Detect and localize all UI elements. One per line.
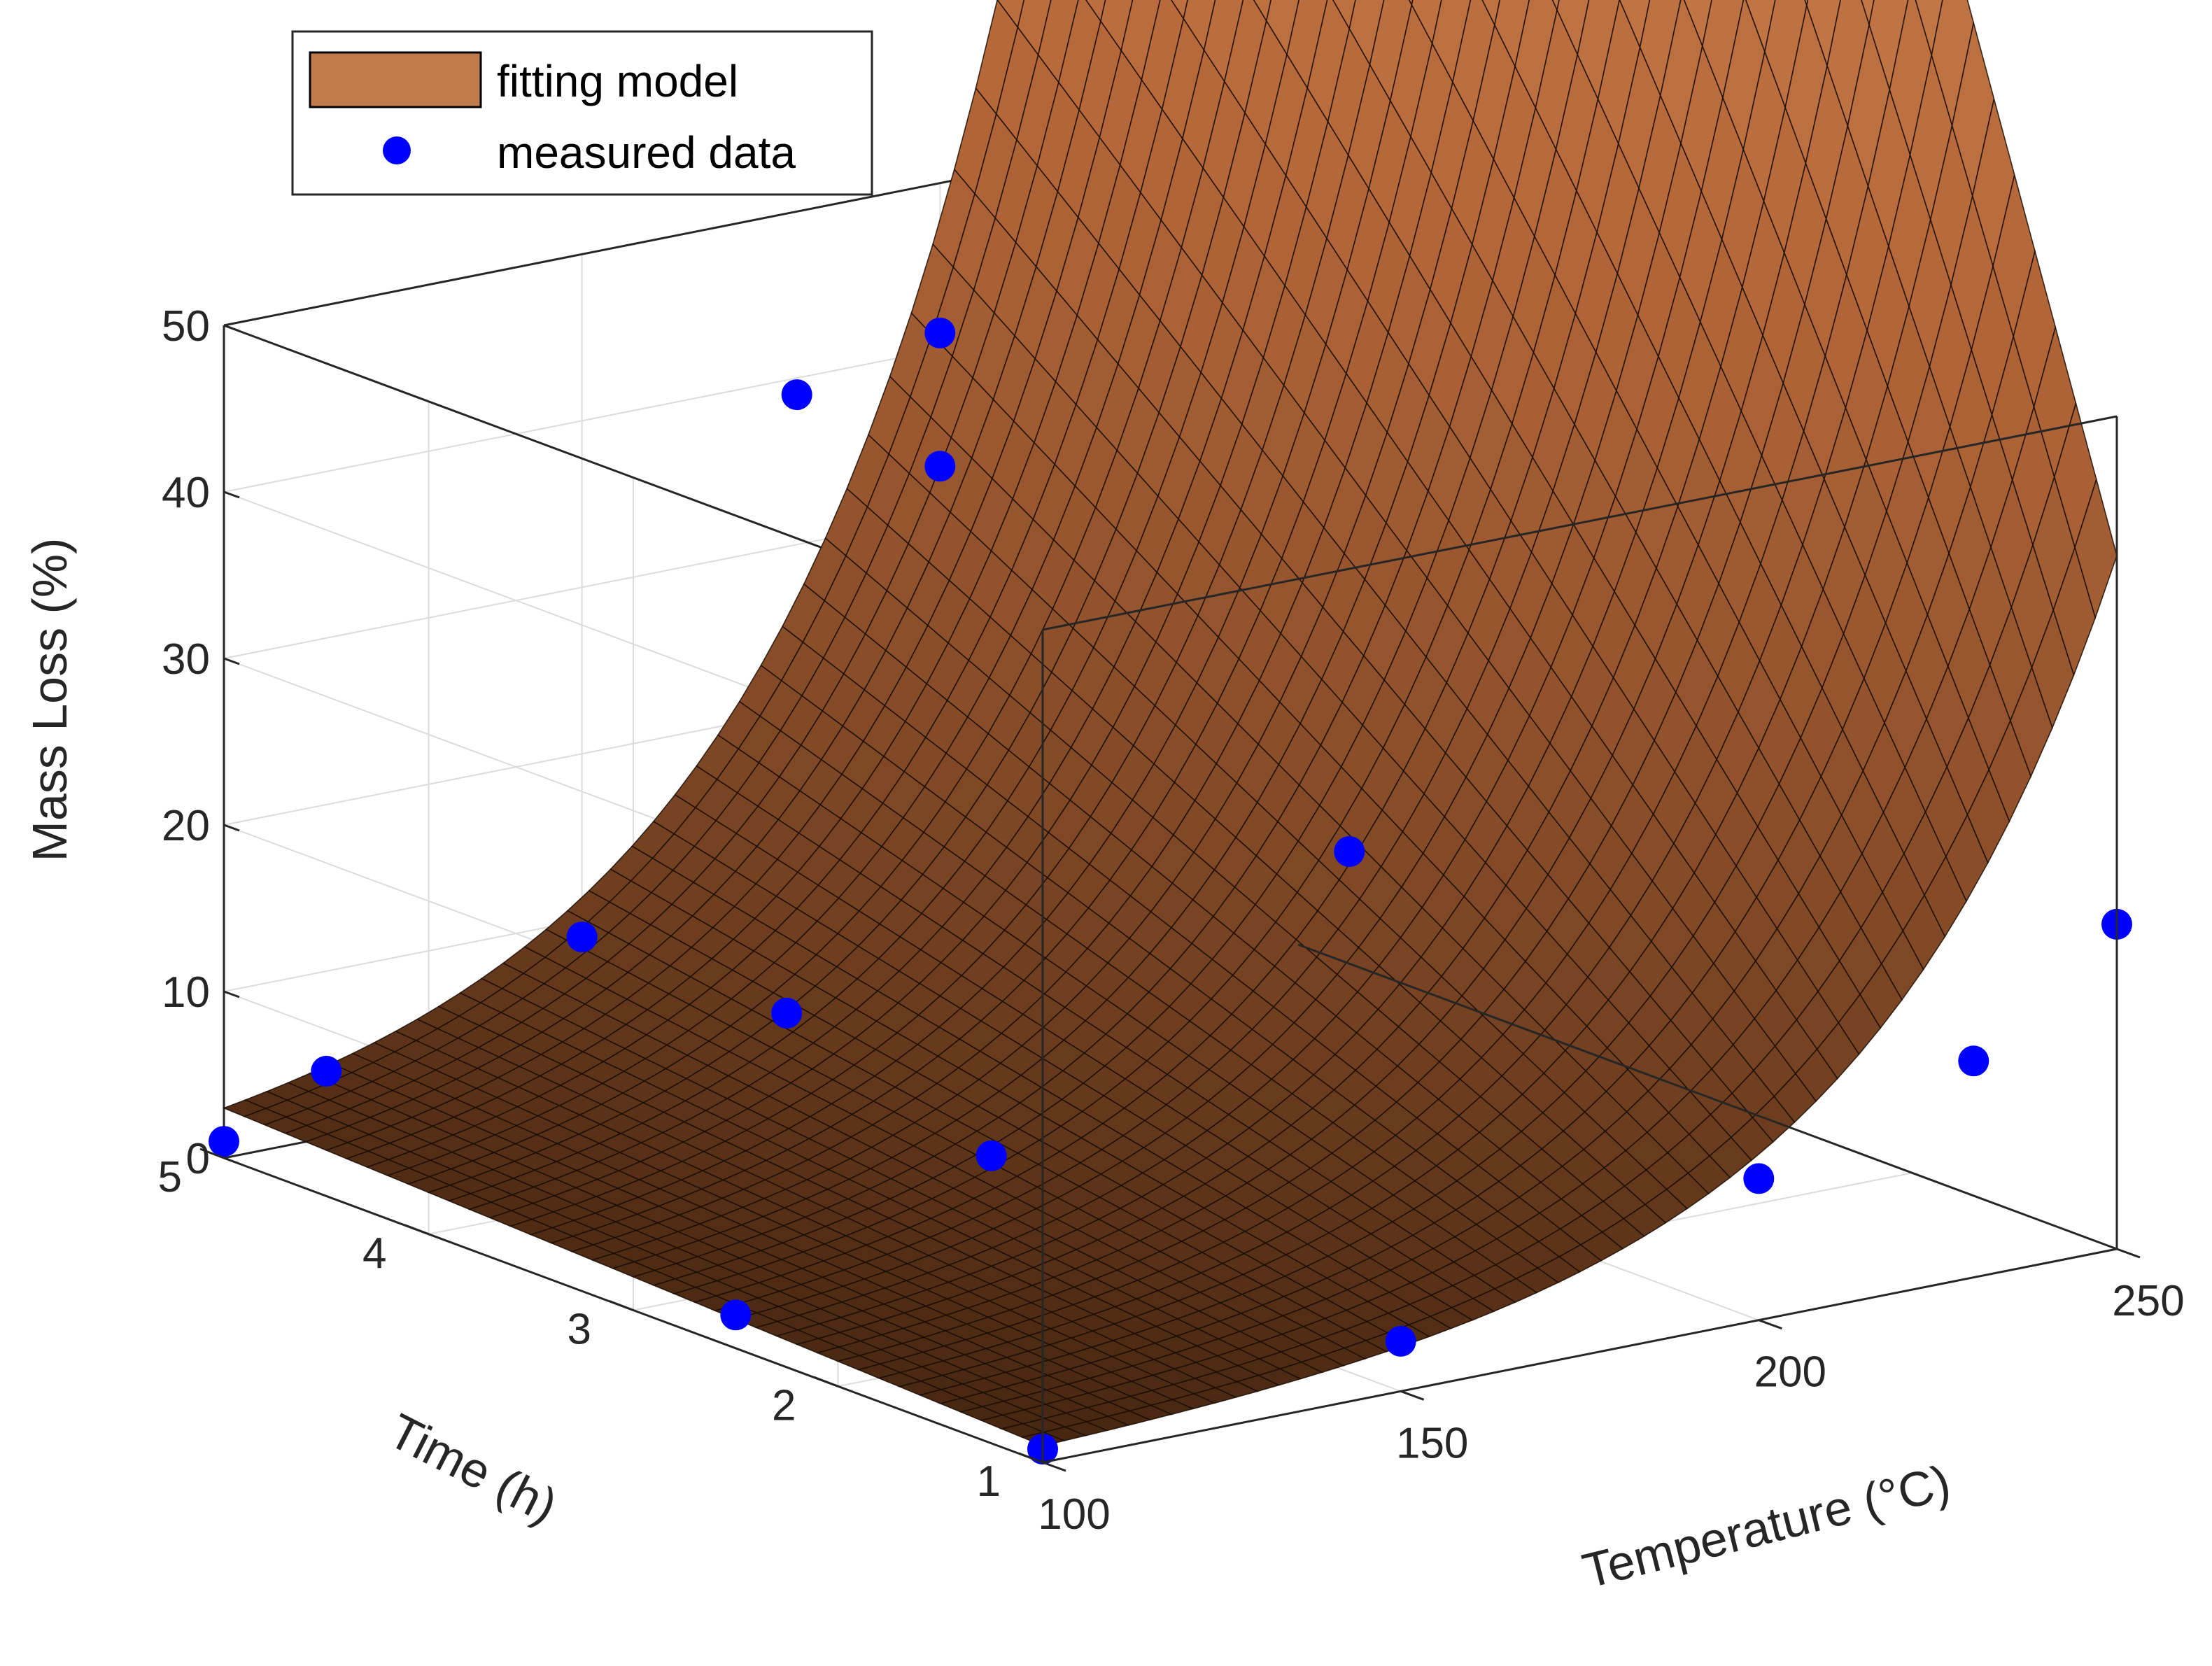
- measured-data-point: [1743, 1163, 1775, 1194]
- surface-cell: [1017, 0, 1052, 57]
- measured-data-point: [924, 451, 956, 482]
- y-tick-label: 5: [158, 1153, 182, 1201]
- legend-entry-measured-data: measured data: [497, 127, 796, 178]
- surface-cell: [1494, 0, 1530, 69]
- x-tick-mark: [1400, 1390, 1425, 1401]
- measured-data-point: [771, 997, 803, 1029]
- measured-data-point: [209, 1126, 239, 1157]
- surface-cell: [1806, 0, 1841, 68]
- z-tick-label: 0: [186, 1135, 210, 1183]
- z-tick-mark: [223, 490, 240, 499]
- x-tick-mark: [1042, 1461, 1066, 1472]
- y-tick-label: 1: [977, 1457, 1001, 1506]
- x-axis-ticks: 100 150 200 250: [1038, 1248, 2185, 1539]
- y-tick-label: 4: [362, 1229, 386, 1278]
- z-tick-label: 20: [162, 802, 210, 850]
- box-edge: [1042, 415, 2118, 631]
- z-axis-ticks: 0 10 20 30 40 50: [162, 302, 240, 1183]
- surface-cell: [1745, 0, 1776, 54]
- z-tick-label: 10: [162, 968, 210, 1017]
- fitting-model-surface: [222, 0, 2118, 1447]
- z-tick-label: 40: [162, 469, 210, 517]
- measured-data-point: [566, 922, 598, 953]
- legend-entry-fitting-model: fitting model: [497, 56, 738, 106]
- box-edge: [1297, 943, 2118, 1250]
- measured-data-point: [781, 379, 812, 411]
- z-tick-mark: [223, 1157, 240, 1165]
- z-tick-mark: [223, 824, 240, 832]
- z-tick-mark: [223, 990, 240, 998]
- y-tick-label: 3: [568, 1306, 591, 1354]
- measured-data-point: [924, 317, 956, 348]
- surface-cell: [1556, 0, 1590, 57]
- surface-cell: [1100, 0, 1134, 52]
- axes-box-front: [1041, 415, 2118, 1464]
- y-tick-mark: [1018, 1452, 1043, 1464]
- surface-cell: [1183, 0, 1216, 52]
- legend-marker: [383, 136, 411, 164]
- surface-cell: [1683, 0, 1712, 48]
- z-axis-label: Mass Loss (%): [22, 538, 77, 862]
- z-tick-mark: [223, 324, 240, 332]
- measured-data-point: [720, 1299, 752, 1331]
- x-axis-line: [1042, 1248, 2118, 1464]
- surface-cell: [1253, 0, 1271, 22]
- surface-cell: [1265, 0, 1300, 56]
- measured-data-point: [1334, 836, 1365, 867]
- surface-cell: [1915, 0, 1943, 56]
- surface-cell: [1332, 0, 1356, 31]
- surface-cell: [1348, 0, 1385, 66]
- surface-cell: [1861, 0, 1875, 25]
- surface-cell: [1171, 0, 1188, 20]
- y-tick-label: 2: [772, 1381, 796, 1429]
- measured-data-point: [1385, 1325, 1416, 1357]
- y-tick-mark: [813, 1376, 839, 1388]
- surface-cell: [2074, 477, 2118, 620]
- measured-data-point: [1958, 1045, 1989, 1077]
- y-tick-mark: [609, 1300, 634, 1311]
- y-tick-mark: [404, 1224, 430, 1236]
- x-tick-mark: [2116, 1248, 2141, 1259]
- measured-data-point: [311, 1055, 342, 1087]
- x-tick-label: 150: [1396, 1419, 1468, 1467]
- z-tick-label: 50: [162, 302, 210, 351]
- z-tick-mark: [223, 657, 240, 665]
- surface-cell: [1085, 0, 1106, 23]
- x-tick-label: 200: [1754, 1348, 1826, 1397]
- legend: fitting model measured data: [291, 30, 873, 196]
- measured-data-point: [975, 1140, 1007, 1171]
- z-tick-label: 30: [162, 635, 210, 684]
- x-tick-mark: [1758, 1319, 1782, 1330]
- x-tick-label: 100: [1038, 1490, 1110, 1539]
- legend-surface-swatch: [309, 51, 482, 108]
- y-axis-ticks: 1 2 3 4 5: [158, 1148, 1043, 1506]
- x-tick-label: 250: [2112, 1277, 2184, 1325]
- y-tick-mark: [199, 1148, 225, 1159]
- surface-cell: [996, 0, 1025, 29]
